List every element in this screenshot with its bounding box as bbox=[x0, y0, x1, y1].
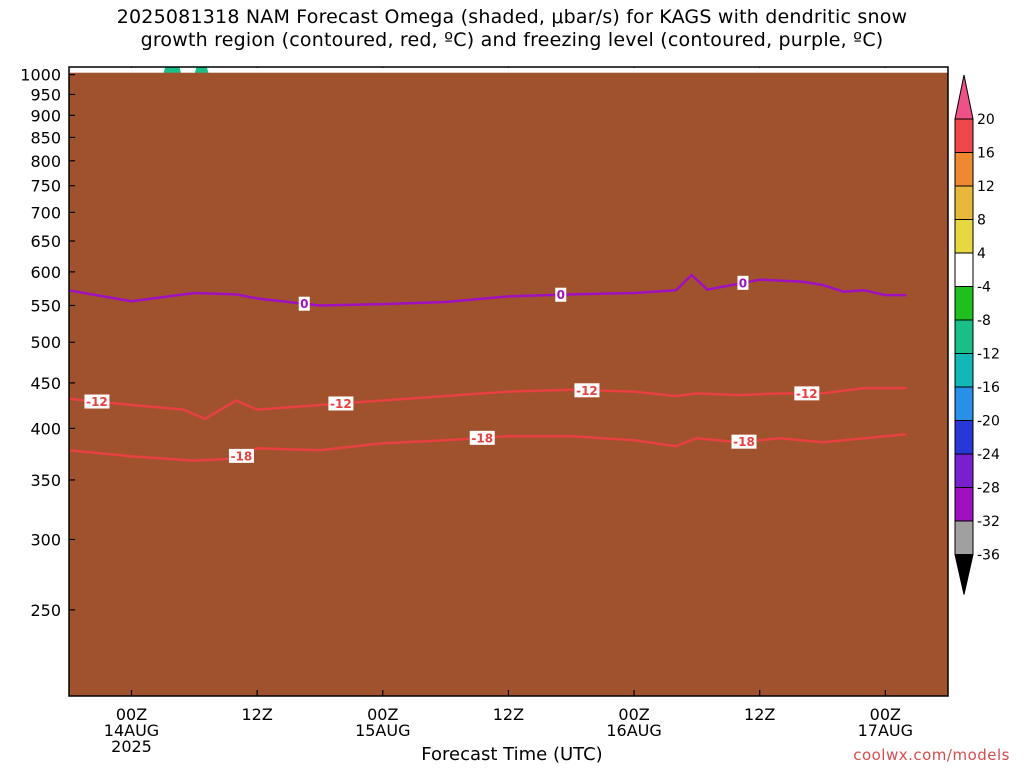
x-tick-label: 00Z bbox=[870, 705, 901, 724]
y-tick-label: 850 bbox=[30, 128, 61, 147]
colorbar-label: -32 bbox=[977, 514, 1000, 530]
x-tick-label: 00Z bbox=[367, 705, 398, 724]
contour-label: 0 bbox=[300, 297, 308, 311]
contour-label-bg bbox=[794, 386, 820, 401]
y-tick-label: 400 bbox=[30, 419, 61, 438]
colorbar-swatch bbox=[954, 185, 974, 220]
x-date-label: 17AUG bbox=[858, 721, 913, 740]
colorbar-swatch bbox=[954, 420, 974, 455]
colorbar-label: -28 bbox=[977, 481, 1000, 497]
colorbar-swatch bbox=[954, 487, 974, 522]
colorbar-swatch bbox=[954, 386, 974, 421]
contour-label-bg bbox=[298, 296, 310, 311]
contour-label: -18 bbox=[231, 449, 253, 463]
x-tick-label: 12Z bbox=[744, 705, 775, 724]
x-axis-title: Forecast Time (UTC) bbox=[421, 744, 603, 765]
contour-label-bg bbox=[328, 396, 354, 411]
colorbar-swatch bbox=[954, 219, 974, 254]
colorbar-label: -20 bbox=[977, 414, 1000, 430]
colorbar: 20 16 12 8 4 -4 -8 -12 -16 -20 -24 -28 -32 -36 bbox=[954, 74, 1000, 595]
ground-band bbox=[69, 72, 948, 696]
colorbar-top-arrow bbox=[954, 74, 974, 120]
y-tick-label: 950 bbox=[30, 85, 61, 104]
colorbar-label: -24 bbox=[977, 447, 1000, 463]
contour-label: -12 bbox=[330, 397, 352, 411]
colorbar-label: -12 bbox=[977, 347, 1000, 363]
y-tick-label: 750 bbox=[30, 177, 61, 196]
colorbar-swatch bbox=[954, 520, 974, 555]
y-tick-label: 600 bbox=[30, 263, 61, 282]
y-tick-label: 900 bbox=[30, 106, 61, 125]
axes: 250 300 350 400 450 500 550 600 650 700 750 800 850 9… bbox=[20, 66, 949, 756]
y-tick-label: 350 bbox=[30, 471, 61, 490]
colorbar-label: 20 bbox=[977, 112, 995, 128]
contour-label: -12 bbox=[796, 387, 818, 401]
chart-title-line-1: 2025081318 NAM Forecast Omega (shaded, μ… bbox=[116, 6, 908, 28]
colorbar-label: 8 bbox=[977, 213, 986, 229]
colorbar-swatch bbox=[954, 353, 974, 388]
y-tick-label: 1000 bbox=[20, 66, 61, 85]
colorbar-swatch bbox=[954, 152, 974, 187]
colorbar-label: 16 bbox=[977, 146, 995, 162]
y-tick-label: 800 bbox=[30, 152, 61, 171]
contour-label-bg bbox=[84, 394, 110, 409]
x-year-label: 2025 bbox=[111, 737, 152, 756]
temperature-contours: -18 -18 -18 -12 -12 -12 -12 0 0 0 bbox=[69, 273, 907, 463]
colorbar-bottom-arrow bbox=[954, 554, 974, 595]
contour-label: -12 bbox=[86, 395, 108, 409]
colorbar-label: 12 bbox=[977, 179, 995, 195]
y-tick-label: 500 bbox=[30, 333, 61, 352]
colorbar-label: -8 bbox=[977, 313, 991, 329]
contour-line bbox=[69, 273, 907, 307]
y-tick-label: 450 bbox=[30, 374, 61, 393]
x-date-label: 16AUG bbox=[606, 721, 661, 740]
chart-title: 2025081318 NAM Forecast Omega (shaded, μ… bbox=[20, 6, 1004, 52]
colorbar-label: -16 bbox=[977, 380, 1000, 396]
contour-label: 0 bbox=[739, 276, 747, 290]
contour-label-bg bbox=[555, 287, 567, 302]
colorbar-swatch bbox=[954, 286, 974, 321]
ground-surface bbox=[69, 72, 948, 696]
colorbar-swatch bbox=[954, 118, 974, 153]
chart-title-line-2: growth region (contoured, red, ºC) and f… bbox=[140, 29, 884, 51]
contour-label-bg bbox=[469, 430, 495, 445]
contour-label: 0 bbox=[557, 288, 565, 302]
x-tick-label: 00Z bbox=[618, 705, 649, 724]
x-tick-label: 00Z bbox=[116, 705, 147, 724]
y-tick-label: 700 bbox=[30, 203, 61, 222]
x-date-label: 15AUG bbox=[355, 721, 410, 740]
y-tick-label: 650 bbox=[30, 232, 61, 251]
credit-text: coolwx.com/models bbox=[853, 746, 1010, 764]
colorbar-label: -4 bbox=[977, 280, 991, 296]
contour-label-bg bbox=[228, 448, 254, 463]
contour-label: -18 bbox=[733, 435, 755, 449]
colorbar-label: -36 bbox=[977, 548, 1000, 564]
colorbar-swatch bbox=[954, 319, 974, 354]
contour-label-bg bbox=[574, 383, 600, 398]
y-tick-label: 300 bbox=[30, 530, 61, 549]
contour-label-bg bbox=[737, 275, 749, 290]
colorbar-swatch bbox=[954, 252, 974, 287]
contour-label: -12 bbox=[576, 384, 598, 398]
colorbar-label: 4 bbox=[977, 246, 986, 262]
x-date-label: 14AUG bbox=[104, 721, 159, 740]
colorbar-swatch bbox=[954, 453, 974, 488]
x-tick-label: 12Z bbox=[493, 705, 524, 724]
x-tick-label: 12Z bbox=[241, 705, 272, 724]
y-tick-label: 550 bbox=[30, 296, 61, 315]
contour-label: -18 bbox=[471, 431, 493, 445]
y-tick-label: 250 bbox=[30, 601, 61, 620]
contour-line bbox=[69, 386, 907, 421]
contour-label-bg bbox=[731, 434, 757, 449]
